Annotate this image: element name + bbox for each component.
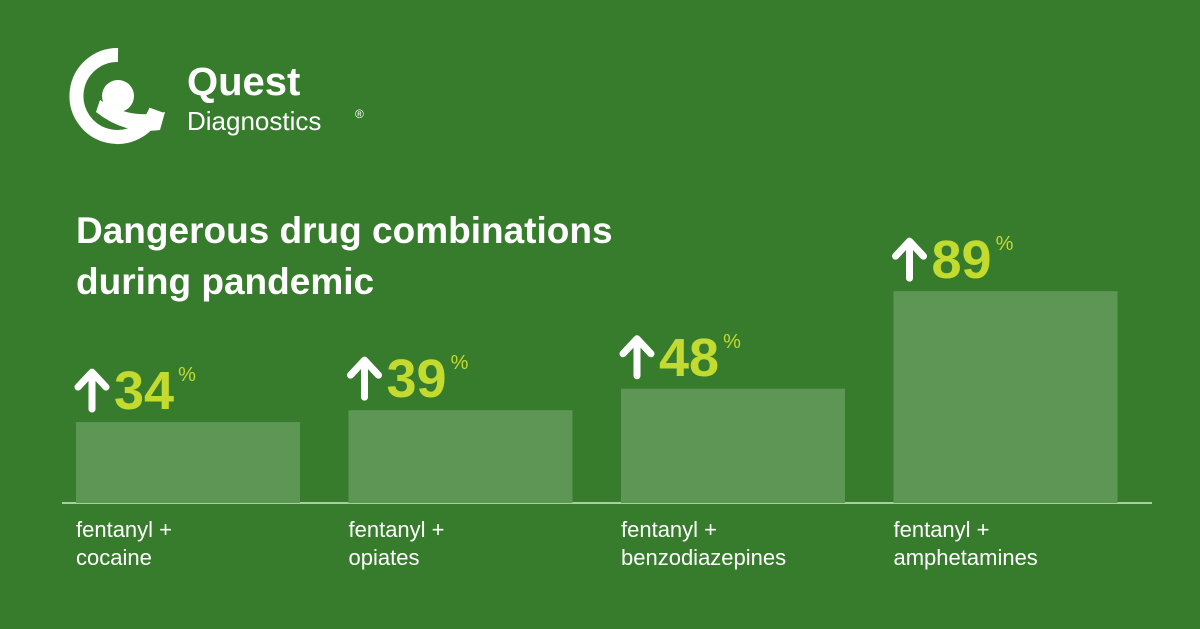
value-label: 39	[387, 349, 447, 409]
up-arrow	[619, 335, 655, 380]
x-tick-label: opiates	[349, 545, 420, 570]
x-tick-label: fentanyl +	[76, 517, 172, 542]
x-tick-label: fentanyl +	[349, 517, 445, 542]
x-tick-label: fentanyl +	[894, 517, 990, 542]
chart-title: Dangerous drug combinations	[76, 210, 613, 251]
logo: Quest Diagnostics ®	[69, 47, 364, 144]
logo-dot	[102, 80, 134, 112]
logo-mark: ®	[355, 107, 364, 121]
up-arrow	[892, 237, 927, 282]
value-suffix: %	[451, 352, 469, 374]
logo-name: Quest	[187, 60, 300, 104]
chart-title: during pandemic	[76, 261, 374, 302]
x-tick-label: fentanyl +	[621, 517, 717, 542]
bar	[76, 422, 300, 503]
value-suffix: %	[996, 233, 1014, 255]
up-arrow	[347, 356, 382, 401]
value-label: 48	[659, 328, 719, 388]
logo-sub: Diagnostics	[187, 106, 321, 136]
up-arrow	[74, 368, 110, 413]
bar	[893, 291, 1118, 503]
x-tick-label: amphetamines	[894, 545, 1038, 570]
value-label: 89	[932, 230, 992, 290]
bar	[348, 410, 573, 503]
x-tick-label: cocaine	[76, 545, 152, 570]
bar	[621, 388, 845, 503]
value-suffix: %	[723, 331, 741, 353]
value-label: 34	[114, 361, 174, 421]
x-tick-label: benzodiazepines	[621, 545, 786, 570]
value-suffix: %	[178, 364, 196, 386]
